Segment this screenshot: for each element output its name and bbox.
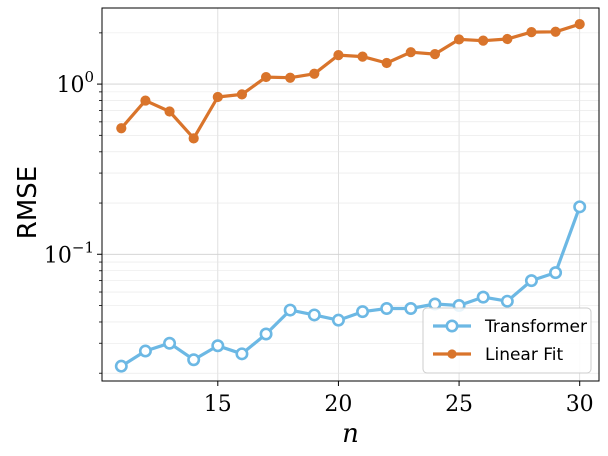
axis-ticks: 15 20 25 30 10−1 100: [44, 32, 594, 417]
data-point: [331, 313, 345, 327]
legend-marker-1: [447, 349, 457, 359]
x-tick-label: 20: [324, 392, 352, 417]
data-point: [333, 50, 344, 61]
data-point: [549, 266, 563, 280]
data-point: [235, 347, 249, 361]
data-point: [357, 51, 368, 62]
data-point: [138, 344, 152, 358]
data-point: [116, 123, 127, 134]
data-point: [500, 294, 514, 308]
legend-label-1: Linear Fit: [485, 345, 564, 365]
data-point: [236, 89, 248, 100]
data-point: [114, 359, 128, 373]
x-tick-label: 30: [566, 392, 594, 417]
data-point: [211, 339, 225, 353]
x-tick-label: 15: [204, 392, 232, 417]
data-point: [573, 200, 587, 214]
data-point: [574, 19, 585, 30]
data-point: [309, 68, 320, 79]
data-point: [550, 26, 561, 37]
data-point: [478, 35, 489, 46]
data-point: [163, 336, 177, 350]
y-axis-label: RMSE: [13, 166, 43, 239]
data-point: [502, 33, 513, 45]
data-point: [476, 290, 490, 304]
data-point: [212, 91, 223, 103]
data-point: [259, 327, 273, 341]
data-point: [526, 27, 537, 38]
y-tick-label: 100: [56, 68, 94, 98]
data-point: [188, 133, 199, 144]
plot-frame: [101, 7, 600, 382]
y-tick-label: 10−1: [44, 238, 94, 268]
data-point: [260, 71, 272, 83]
data-point: [307, 308, 321, 322]
legend-marker-0: [445, 319, 459, 333]
legend-label-0: Transformer: [484, 317, 587, 337]
data-point: [285, 72, 296, 83]
x-axis-label: n: [342, 419, 359, 449]
x-tick-label: 25: [445, 392, 473, 417]
series-layer: [114, 19, 587, 373]
legend-box: [422, 307, 592, 374]
data-point: [453, 34, 465, 45]
data-point: [283, 303, 297, 317]
data-point: [140, 95, 151, 106]
data-point: [381, 57, 392, 69]
data-point: [164, 106, 175, 117]
data-point: [405, 47, 416, 58]
grid: [102, 8, 599, 381]
data-point: [404, 302, 418, 316]
legend: Transformer Linear Fit: [422, 307, 592, 374]
data-point: [380, 302, 394, 316]
data-point: [356, 305, 370, 319]
data-point: [187, 353, 201, 367]
data-point: [429, 49, 441, 60]
data-point: [524, 274, 538, 288]
